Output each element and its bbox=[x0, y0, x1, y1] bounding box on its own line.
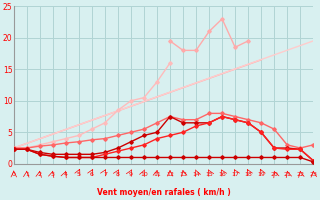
X-axis label: Vent moyen/en rafales ( km/h ): Vent moyen/en rafales ( km/h ) bbox=[97, 188, 230, 197]
